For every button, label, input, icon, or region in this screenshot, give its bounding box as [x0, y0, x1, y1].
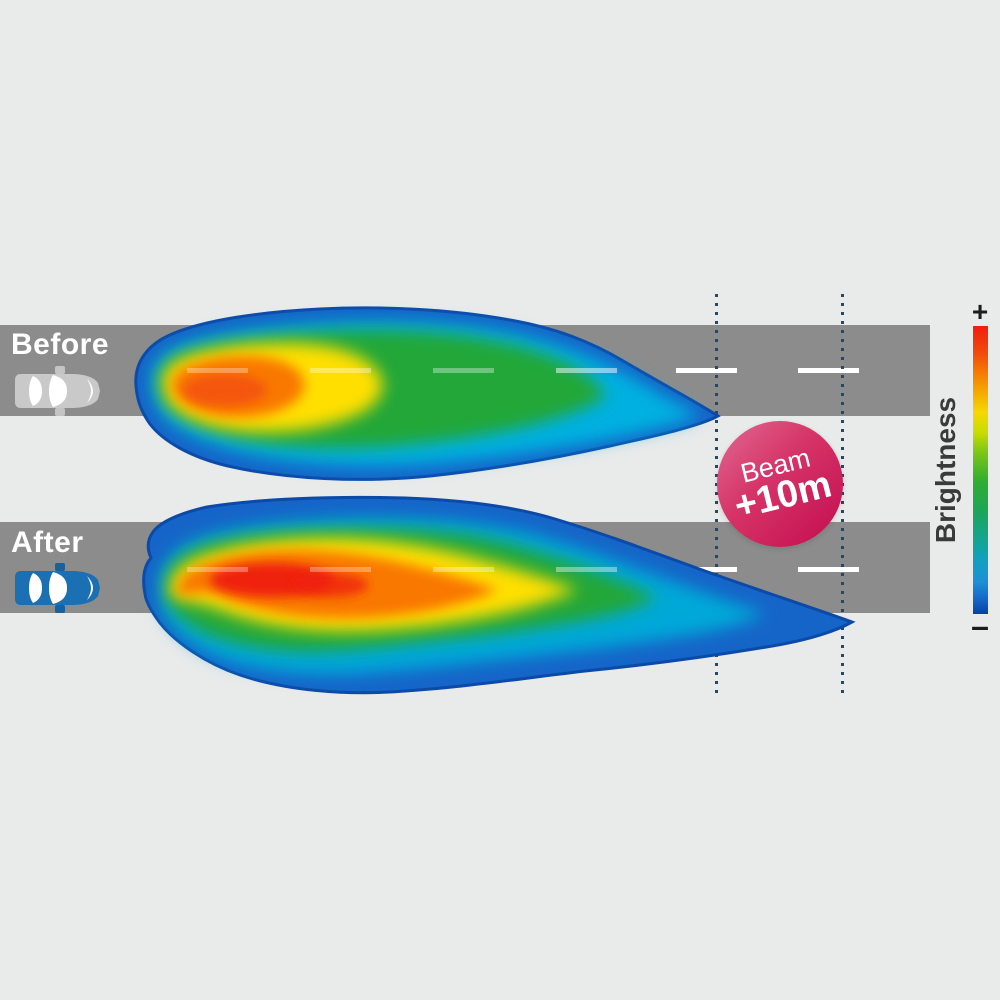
lane-marking: [310, 368, 371, 373]
lane-marking: [433, 567, 494, 572]
beam-gain-badge-text: Beam +10m: [724, 440, 835, 528]
scale-min-symbol: –: [971, 608, 989, 644]
after-label: After: [11, 526, 84, 559]
lane-marking: [433, 368, 494, 373]
lane-marking: [676, 368, 737, 373]
lane-marking: [556, 567, 617, 572]
brightness-scale-label-wrap: Brightness: [926, 326, 966, 614]
gray-car-icon: [15, 366, 100, 416]
brightness-scale-label: Brightness: [930, 396, 961, 544]
lane-marking: [798, 567, 859, 572]
beam-gain-badge: Beam +10m: [717, 421, 843, 547]
blue-car-icon: [15, 563, 100, 613]
lane-marking: [676, 567, 737, 572]
lane-marking: [310, 567, 371, 572]
lane-marking: [187, 567, 248, 572]
scale-max-symbol: +: [971, 296, 989, 327]
lane-marking: [556, 368, 617, 373]
lane-marking: [187, 368, 248, 373]
brightness-scale-bar: [973, 326, 988, 614]
lane-marking: [798, 368, 859, 373]
before-label: Before: [11, 328, 110, 361]
